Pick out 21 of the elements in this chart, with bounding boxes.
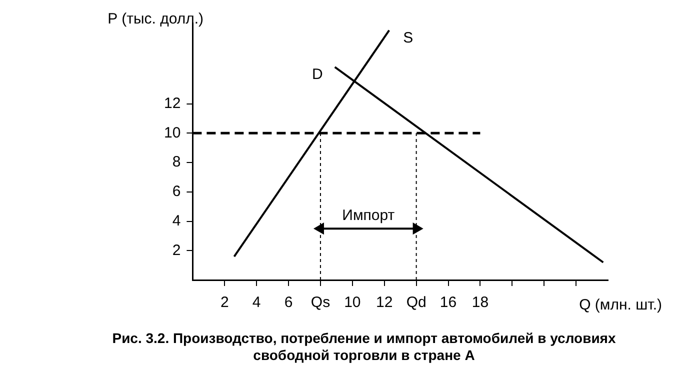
text: Рис. 3.2. Производство, потребление и импорт автомобилей в условиях свободной торговли в стране А	[111, 330, 617, 364]
series-label: S	[403, 29, 414, 46]
y-tick-label: 4	[172, 212, 181, 230]
y-tick-label: 6	[172, 183, 181, 200]
x-tick-label: 4	[252, 294, 261, 312]
x-tick-label: 18	[472, 294, 489, 312]
x-tick-label: Qs	[310, 294, 330, 312]
y-tick-label: 10	[164, 124, 181, 142]
x-tick-label: 6	[284, 294, 293, 312]
x-axis-title: Q (млн. шт.)	[579, 296, 662, 314]
x-tick-label: 2	[220, 294, 229, 312]
series-label: D	[312, 66, 324, 84]
y-tick-label: 2	[172, 242, 181, 259]
x-tick-label: Qd	[406, 294, 426, 312]
annotation: Импорт	[342, 207, 395, 224]
x-tick-label: 16	[440, 294, 457, 312]
y-tick-label: 12	[164, 94, 181, 112]
x-tick-label: 12	[376, 294, 393, 312]
x-tick-label: 10	[344, 294, 361, 312]
y-axis-title: P (тыс. долл.)	[108, 10, 204, 28]
y-tick-label: 8	[172, 154, 181, 171]
